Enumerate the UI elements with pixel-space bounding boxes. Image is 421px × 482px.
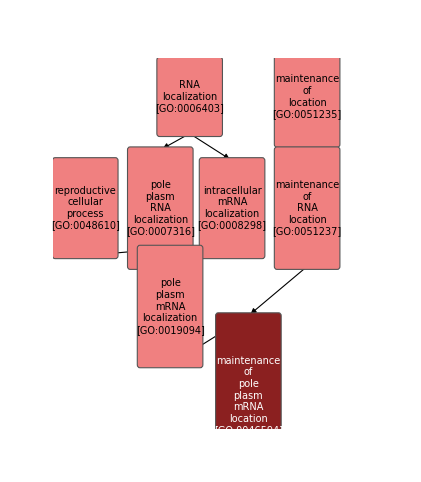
FancyBboxPatch shape: [137, 245, 203, 368]
Text: maintenance
of
pole
plasm
mRNA
location
[GO:0046594]: maintenance of pole plasm mRNA location …: [214, 356, 283, 435]
Text: pole
plasm
RNA
localization
[GO:0007316]: pole plasm RNA localization [GO:0007316]: [126, 180, 195, 236]
FancyBboxPatch shape: [199, 158, 265, 259]
FancyBboxPatch shape: [216, 313, 281, 478]
Text: RNA
localization
[GO:0006403]: RNA localization [GO:0006403]: [155, 80, 224, 113]
Text: reproductive
cellular
process
[GO:0048610]: reproductive cellular process [GO:004861…: [51, 186, 120, 230]
FancyBboxPatch shape: [157, 57, 222, 136]
Text: intracellular
mRNA
localization
[GO:0008298]: intracellular mRNA localization [GO:0008…: [197, 186, 266, 230]
Text: maintenance
of
location
[GO:0051235]: maintenance of location [GO:0051235]: [272, 74, 342, 119]
FancyBboxPatch shape: [274, 147, 340, 269]
Text: pole
plasm
mRNA
localization
[GO:0019094]: pole plasm mRNA localization [GO:0019094…: [136, 278, 205, 335]
FancyBboxPatch shape: [128, 147, 193, 269]
Text: maintenance
of
RNA
location
[GO:0051237]: maintenance of RNA location [GO:0051237]: [272, 180, 342, 236]
FancyBboxPatch shape: [53, 158, 118, 259]
FancyBboxPatch shape: [274, 46, 340, 147]
